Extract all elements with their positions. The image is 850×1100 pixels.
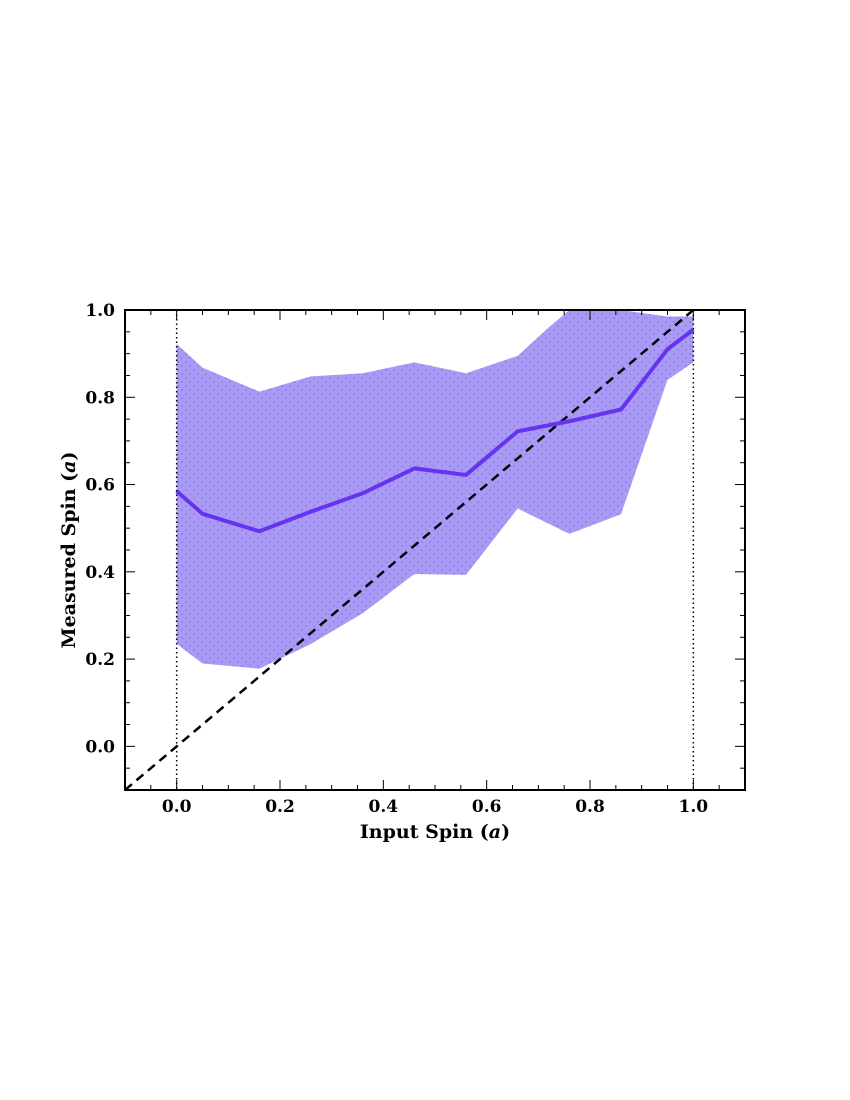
x-axis-label: Input Spin (a): [360, 821, 510, 843]
y-tick-label: 0.4: [85, 563, 115, 583]
x-tick-label: 0.6: [472, 797, 502, 817]
tick-labels: 0.0 0.2 0.4 0.6 0.8 1.0 0.0 0.2 0.4 0.6 0.8 1.0: [85, 301, 708, 817]
y-tick-label: 0.8: [85, 388, 115, 408]
x-tick-label: 0.2: [265, 797, 295, 817]
one-to-one-line: [125, 310, 696, 790]
confidence-band-hatch: [176, 310, 694, 669]
x-tick-label: 0.0: [162, 797, 192, 817]
y-tick-label: 0.0: [85, 737, 115, 757]
x-tick-label: 0.4: [369, 797, 399, 817]
y-tick-label: 1.0: [85, 301, 115, 321]
y-axis-label: Measured Spin (a): [58, 452, 80, 649]
x-tick-label: 0.8: [575, 797, 605, 817]
x-tick-label: 1.0: [679, 797, 709, 817]
plot-frame: [124, 309, 746, 791]
y-tick-label: 0.6: [85, 476, 115, 496]
median-line: [175, 328, 695, 534]
y-tick-label: 0.2: [85, 650, 115, 670]
plot-area: [125, 310, 696, 790]
